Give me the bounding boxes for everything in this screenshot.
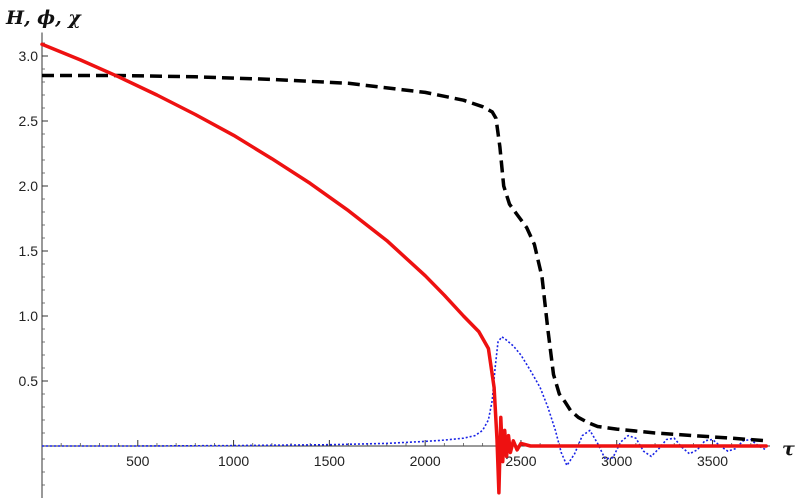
y-tick-label: 1.5 bbox=[19, 243, 39, 259]
y-tick-label: 3.0 bbox=[19, 48, 39, 64]
y-axis-title: H, ϕ, χ bbox=[5, 7, 82, 29]
x-tick-label: 1000 bbox=[218, 453, 249, 469]
x-tick-label: 2000 bbox=[410, 453, 441, 469]
y-tick-label: 1.0 bbox=[19, 308, 39, 324]
x-tick-label: 500 bbox=[126, 453, 150, 469]
series-layer bbox=[40, 42, 768, 495]
series-line-dashed bbox=[42, 73, 767, 443]
y-tick-label: 2.5 bbox=[19, 113, 39, 129]
y-tick-label: 2.0 bbox=[19, 178, 39, 194]
x-axis-title: τ bbox=[782, 438, 795, 460]
x-tick-label: 1500 bbox=[314, 453, 345, 469]
x-tick-label: 2500 bbox=[505, 453, 536, 469]
x-tick-label: 3000 bbox=[601, 453, 632, 469]
y-tick-label: 0.5 bbox=[19, 373, 39, 389]
x-tick-label: 3500 bbox=[697, 453, 728, 469]
series-line-dotted bbox=[42, 335, 767, 467]
axes: 500 1000 1500 2000 2500 3000 3500 0.5 1.0 1.5 2.0 2… bbox=[19, 32, 770, 498]
series-line-solid bbox=[40, 42, 768, 495]
